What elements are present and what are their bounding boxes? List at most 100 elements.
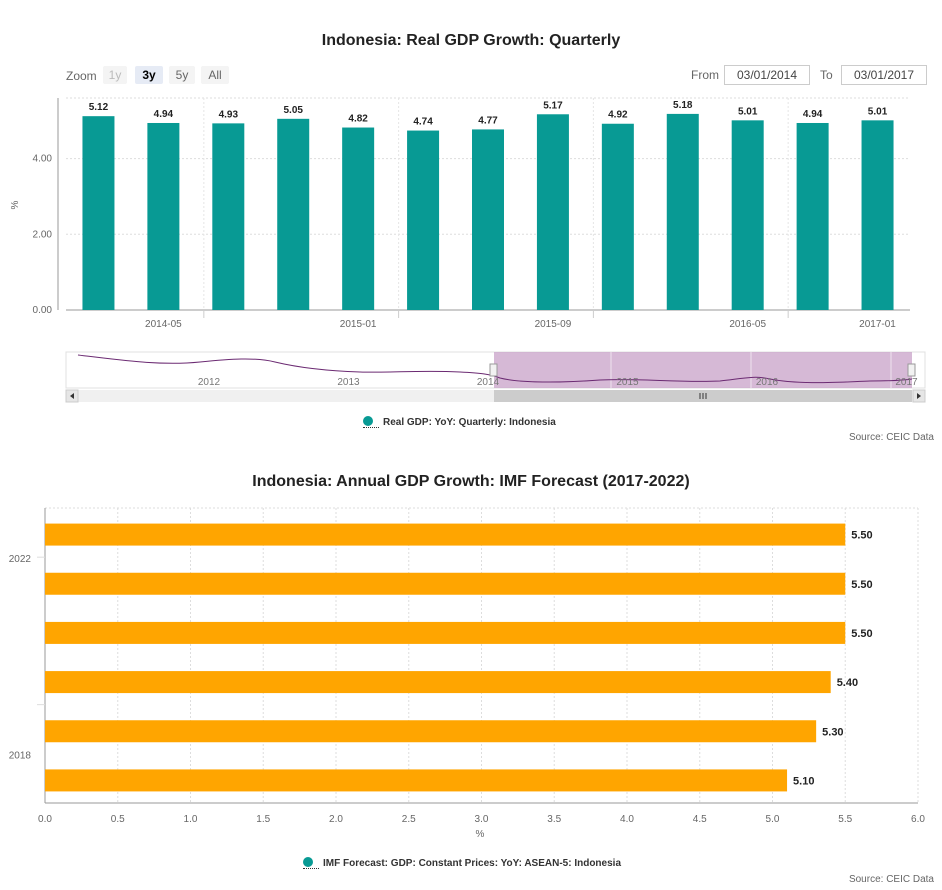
chart2-bar[interactable] [45, 769, 788, 792]
chart2-x-tick-label: 1.5 [256, 814, 270, 825]
navigator-year-label: 2015 [616, 377, 639, 388]
chart2-legend-label: IMF Forecast: GDP: Constant Prices: YoY:… [323, 857, 622, 869]
chart1-bar[interactable] [212, 123, 245, 310]
chart1-bar[interactable] [601, 123, 634, 310]
chart2-x-tick-label: 2.0 [329, 814, 343, 825]
chart1-bar[interactable] [82, 116, 115, 311]
chart1-data-label: 4.92 [608, 110, 628, 121]
chart2-x-ticks: 0.0 0.5 1.0 1.5 2.0 2.5 3.0 3.5 4.0 4.5 5.0 5.5 6.0 [38, 814, 925, 825]
to-label: To [820, 68, 833, 82]
zoom-5y-button[interactable]: 5y [169, 66, 195, 84]
chart1-bar[interactable] [342, 127, 375, 311]
navigator-right-handle[interactable] [907, 363, 916, 377]
chart1-data-label: 5.01 [738, 106, 758, 117]
legend-dot-icon [303, 857, 313, 867]
chart1-bar[interactable] [666, 113, 699, 311]
chart1-y-ticks: 0.00 2.00 4.00 [33, 154, 53, 316]
chart2-data-label: 5.40 [837, 677, 858, 689]
chart2-gridlines [37, 507, 919, 804]
chart1-data-label: 5.05 [283, 105, 303, 116]
chart1-bar[interactable] [731, 120, 764, 310]
chart2-title: Indonesia: Annual GDP Growth: IMF Foreca… [252, 473, 690, 490]
chart1-y-tick-label: 0.00 [33, 305, 53, 316]
legend-dot-icon [363, 416, 373, 426]
chart1-data-label: 4.77 [478, 115, 498, 126]
chart1-x-tick-label: 2015-01 [340, 319, 377, 330]
chart2-data-labels: 5.50 5.50 5.50 5.40 5.30 5.10 [793, 530, 873, 788]
chart1-x-tick-label: 2015-09 [535, 319, 572, 330]
chart1-bar[interactable] [277, 118, 310, 310]
chart2-x-axis-label: % [476, 829, 485, 840]
chart2-x-tick-label: 5.5 [838, 814, 852, 825]
from-label: From [691, 68, 719, 82]
chart2-y-ticks: 2022 2018 [9, 554, 32, 762]
scrollbar-grip-icon [699, 393, 707, 399]
chart1-navigator[interactable]: 2012 2013 2014 2015 2016 2017 [65, 351, 926, 389]
chart2-x-tick-label: 3.5 [547, 814, 561, 825]
chart1-x-tick-label: 2016-05 [729, 319, 766, 330]
chart1-bars [82, 113, 894, 311]
chart1-y-tick-label: 2.00 [33, 229, 53, 240]
scroll-left-arrow-icon [70, 393, 74, 399]
chart1-y-tick-label: 4.00 [33, 154, 53, 165]
chart1-x-tick-label: 2014-05 [145, 319, 182, 330]
chart1-y-axis-label: % [10, 200, 21, 209]
chart1-bar[interactable] [536, 114, 569, 311]
zoom-1y-button[interactable]: 1y [103, 66, 127, 84]
chart2-bar[interactable] [45, 671, 831, 694]
chart1-data-label: 4.74 [413, 117, 433, 128]
to-date-input[interactable]: 03/01/2017 [841, 65, 927, 85]
chart2-data-label: 5.50 [851, 628, 872, 640]
chart1-title: Indonesia: Real GDP Growth: Quarterly [321, 32, 621, 49]
chart1-data-label: 4.93 [219, 109, 239, 120]
chart1-bar[interactable] [147, 122, 180, 310]
chart1-x-tick-label: 2017-01 [859, 319, 896, 330]
chart2-bar[interactable] [45, 621, 846, 644]
chart2-bar[interactable] [45, 720, 817, 743]
zoom-3y-button[interactable]: 3y [135, 66, 163, 84]
chart2-y-tick-label: 2022 [9, 554, 32, 565]
chart1-legend[interactable]: Real GDP: YoY: Quarterly: Indonesia [363, 416, 556, 428]
chart2-data-label: 5.50 [851, 530, 872, 542]
chart2-data-label: 5.30 [822, 726, 843, 738]
chart1-bar[interactable] [861, 120, 894, 310]
chart1-data-label: 4.94 [154, 109, 174, 120]
chart1-bar[interactable] [472, 129, 504, 310]
chart2-x-tick-label: 5.0 [766, 814, 780, 825]
chart2-x-tick-label: 2.5 [402, 814, 416, 825]
chart2-bars [45, 523, 846, 792]
chart1-bar[interactable] [796, 122, 829, 310]
chart2-x-tick-label: 0.0 [38, 814, 52, 825]
zoom-all-button[interactable]: All [201, 66, 229, 84]
chart1-data-label: 5.17 [543, 100, 563, 111]
chart1-bar[interactable] [407, 130, 440, 310]
chart1-data-label: 5.01 [868, 106, 888, 117]
chart2-data-label: 5.10 [793, 775, 814, 787]
chart1-data-labels: 5.12 4.94 4.93 5.05 4.82 4.74 4.77 5.17 4.92 5.18… [89, 100, 888, 128]
chart2-x-tick-label: 4.5 [693, 814, 707, 825]
from-date-input[interactable]: 03/01/2014 [724, 65, 810, 85]
chart2-x-tick-label: 6.0 [911, 814, 925, 825]
chart2-bar[interactable] [45, 523, 846, 546]
chart1-data-label: 4.94 [803, 109, 823, 120]
chart1-x-ticks: 2014-05 2015-01 2015-09 2016-05 2017-01 [145, 319, 896, 330]
navigator-year-label: 2016 [756, 377, 779, 388]
chart2-source: Source: CEIC Data [848, 874, 934, 885]
chart1-plot: 5.12 4.94 4.93 5.05 4.82 4.74 4.77 5.17 4.92 5.18… [10, 97, 926, 403]
chart1-data-label: 4.82 [348, 114, 368, 125]
scroll-right-arrow-icon [917, 393, 921, 399]
chart1-source: Source: CEIC Data [848, 432, 934, 443]
chart2-legend[interactable]: IMF Forecast: GDP: Constant Prices: YoY:… [303, 857, 621, 869]
chart1-legend-label: Real GDP: YoY: Quarterly: Indonesia [383, 416, 556, 428]
chart2-bar[interactable] [45, 572, 846, 595]
chart2-x-tick-label: 1.0 [184, 814, 198, 825]
chart2-x-tick-label: 0.5 [111, 814, 125, 825]
chart1-data-label: 5.12 [89, 102, 109, 113]
chart1-scrollbar[interactable] [65, 389, 926, 403]
chart2-data-label: 5.50 [851, 579, 872, 591]
navigator-year-labels: 2012 2013 2014 2015 2016 2017 [198, 377, 918, 388]
navigator-left-handle[interactable] [489, 363, 498, 377]
chart2-x-tick-label: 3.0 [475, 814, 489, 825]
chart2-x-tick-label: 4.0 [620, 814, 634, 825]
navigator-year-label: 2014 [477, 377, 500, 388]
